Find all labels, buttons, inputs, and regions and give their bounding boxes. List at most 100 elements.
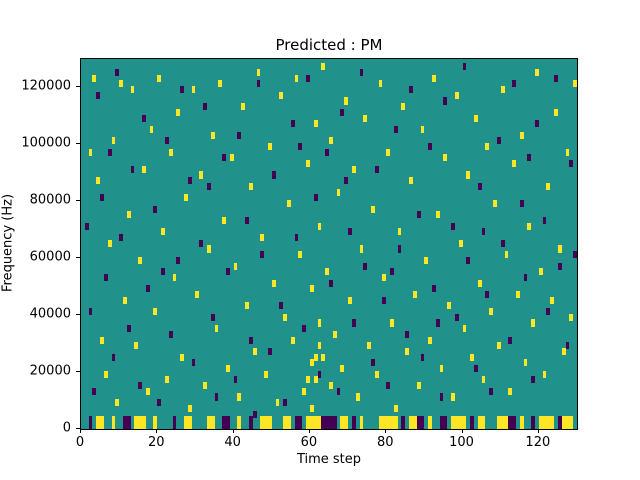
heatmap-cell: [164, 137, 169, 145]
heatmap-cell: [462, 325, 467, 333]
heatmap-cell: [321, 63, 326, 71]
heatmap-cell: [519, 131, 524, 139]
heatmap-cell: [466, 171, 471, 179]
heatmap-cell: [119, 80, 123, 88]
heatmap-cell: [508, 336, 513, 344]
heatmap-cell: [290, 336, 295, 344]
heatmap-cell: [512, 80, 516, 88]
heatmap-cell: [233, 376, 238, 384]
heatmap-cell: [554, 108, 558, 116]
heatmap-cell: [561, 416, 574, 429]
heatmap-cell: [409, 416, 417, 429]
heatmap-cell: [256, 80, 261, 88]
heatmap-cell: [473, 364, 478, 373]
heatmap-cell: [260, 234, 265, 242]
heatmap-cell: [210, 131, 215, 139]
y-tick-label: 100000: [21, 135, 71, 151]
heatmap-cell: [420, 353, 425, 361]
heatmap-cell: [351, 319, 356, 327]
heatmap-cell: [535, 120, 539, 128]
heatmap-cell: [164, 376, 169, 384]
heatmap-cell: [546, 308, 551, 316]
heatmap-cell: [233, 262, 238, 270]
heatmap-cell: [184, 416, 192, 429]
heatmap-cell: [432, 74, 436, 82]
heatmap-cell: [103, 273, 108, 281]
heatmap-cell: [126, 211, 131, 219]
x-tick-mark: [537, 429, 539, 433]
heatmap-cell: [122, 416, 131, 429]
heatmap-cell: [168, 330, 173, 338]
heatmap-cell: [439, 364, 444, 373]
heatmap-cell: [180, 86, 184, 94]
heatmap-cell: [573, 251, 577, 259]
x-tick-label: 60: [300, 435, 318, 450]
heatmap-cell: [451, 393, 455, 401]
heatmap-cell: [344, 177, 349, 185]
heatmap-cell: [206, 245, 211, 253]
heatmap-cell: [508, 387, 513, 395]
heatmap-cell: [203, 382, 207, 390]
heatmap-cell: [531, 376, 536, 384]
heatmap-cell: [542, 370, 547, 378]
heatmap-cell: [237, 416, 242, 429]
heatmap-cell: [443, 154, 448, 162]
heatmap-cell: [359, 416, 364, 429]
heatmap-cell: [409, 86, 413, 94]
heatmap-cell: [466, 256, 471, 264]
heatmap-cell: [355, 393, 360, 401]
heatmap-cell: [145, 285, 150, 293]
heatmap-cell: [504, 251, 509, 259]
heatmap-cell: [176, 256, 181, 264]
x-tick-mark: [80, 429, 81, 433]
heatmap-cell: [565, 342, 570, 350]
heatmap-cell: [531, 416, 536, 429]
heatmap-cell: [126, 325, 131, 333]
heatmap-cell: [214, 393, 219, 401]
heatmap-cell: [225, 268, 230, 276]
plot-area: [80, 58, 578, 430]
heatmap-cell: [222, 216, 226, 225]
heatmap-cell: [260, 251, 265, 259]
heatmap-cell: [96, 177, 101, 185]
y-tick-label: 60000: [29, 249, 71, 265]
heatmap-cell: [115, 68, 120, 77]
heatmap-cell: [218, 80, 223, 88]
heatmap-cell: [88, 416, 93, 429]
heatmap-cell: [84, 222, 89, 230]
heatmap-cell: [416, 211, 421, 219]
heatmap-cell: [485, 142, 490, 151]
heatmap-cell: [508, 416, 516, 429]
heatmap-cell: [397, 245, 402, 253]
heatmap-cell: [348, 228, 352, 236]
heatmap-cell: [370, 359, 375, 367]
heatmap-cell: [145, 387, 150, 395]
heatmap-cell: [294, 74, 299, 82]
heatmap-cell: [500, 239, 505, 247]
heatmap-cell: [138, 256, 143, 264]
heatmap-cell: [470, 416, 474, 429]
heatmap-cell: [130, 165, 135, 173]
heatmap-cell: [489, 308, 494, 316]
heatmap-cell: [306, 160, 310, 168]
heatmap-cell: [306, 376, 310, 384]
heatmap-cell: [542, 216, 547, 225]
heatmap-cell: [451, 222, 455, 230]
heatmap-cell: [363, 262, 368, 270]
heatmap-cell: [283, 313, 288, 321]
heatmap-cell: [103, 370, 108, 378]
heatmap-cell: [428, 142, 432, 151]
heatmap-cell: [142, 114, 146, 122]
heatmap-cell: [351, 165, 356, 173]
heatmap-cell: [100, 194, 104, 202]
heatmap-cell: [191, 86, 196, 94]
heatmap-cell: [458, 239, 463, 247]
x-tick-mark: [385, 429, 387, 433]
heatmap-cell: [344, 97, 349, 105]
heatmap-cell: [309, 285, 314, 293]
x-tick-label: 120: [525, 435, 551, 450]
heatmap-cell: [317, 342, 322, 350]
heatmap-cell: [271, 171, 276, 179]
heatmap-cell: [241, 103, 246, 111]
heatmap-cell: [302, 387, 307, 395]
